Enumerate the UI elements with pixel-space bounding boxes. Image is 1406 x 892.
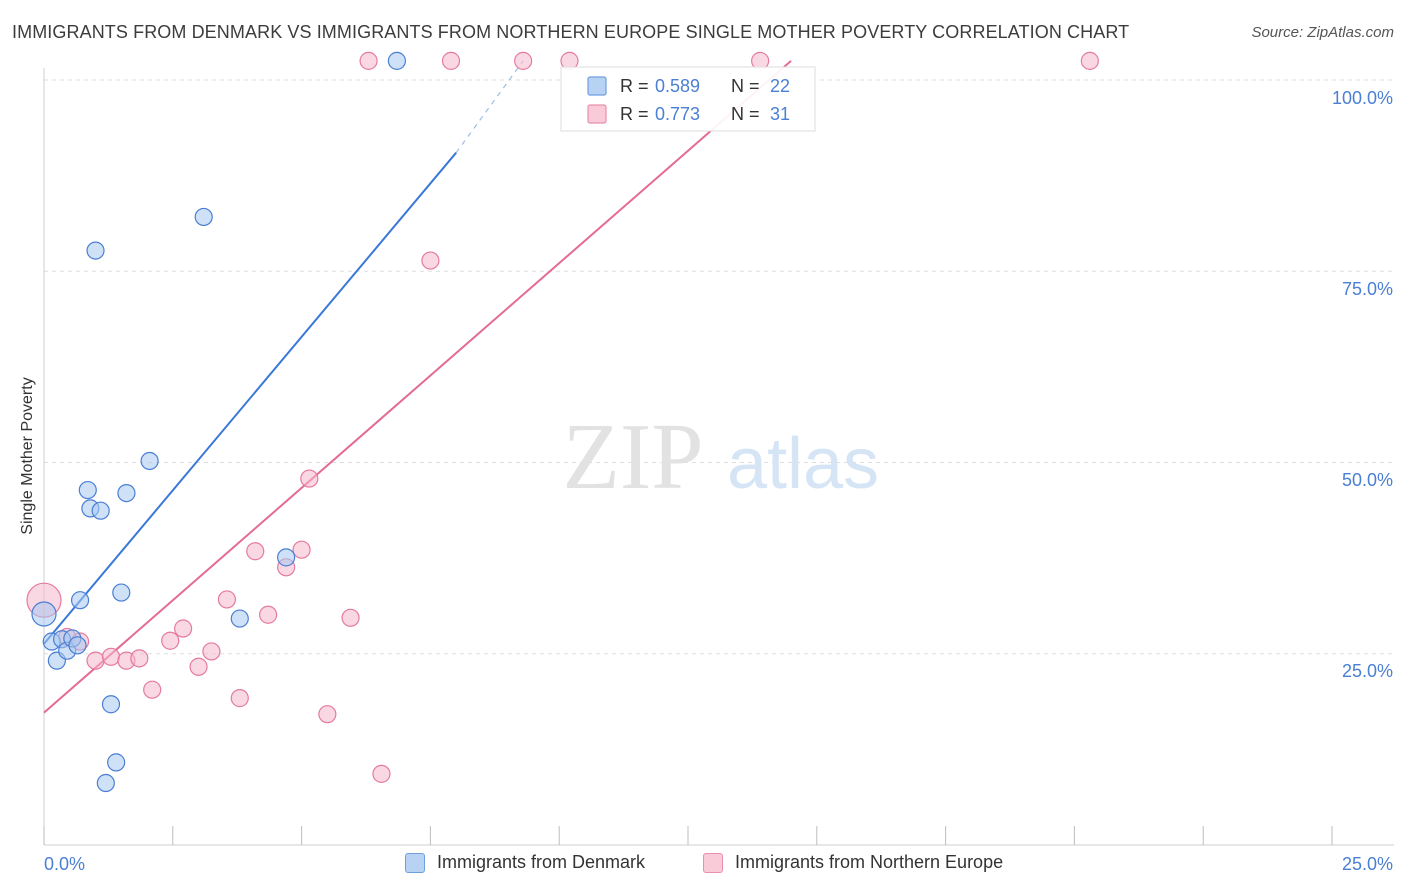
- data-points: [26, 51, 1099, 793]
- blue-point: [230, 609, 249, 628]
- series-legend: Immigrants from Denmark Immigrants from …: [0, 852, 1406, 878]
- pink-point: [217, 590, 236, 609]
- pink-point: [143, 680, 162, 699]
- blue-point: [101, 695, 121, 714]
- pink-point: [189, 657, 208, 676]
- watermark: ZIP atlas: [563, 405, 880, 509]
- legend-item-denmark[interactable]: Immigrants from Denmark: [405, 852, 645, 873]
- pink-point: [1080, 51, 1099, 70]
- pink-point: [101, 647, 121, 666]
- legend-r-value: 0.773: [655, 104, 700, 124]
- y-tick-label: 25.0%: [1342, 661, 1393, 681]
- pink-point: [514, 51, 533, 70]
- pink-point: [174, 619, 193, 638]
- x-tick-label: 0.0%: [44, 854, 85, 874]
- legend-n-label: N =: [731, 76, 760, 96]
- blue-point: [117, 484, 136, 503]
- legend-item-northern-europe[interactable]: Immigrants from Northern Europe: [703, 852, 1003, 873]
- pink-point: [318, 705, 337, 724]
- legend-label-denmark: Immigrants from Denmark: [437, 852, 646, 872]
- blue-point: [277, 548, 296, 567]
- pink-point: [359, 51, 378, 70]
- legend-swatch-blue: [405, 852, 425, 873]
- blue-point: [91, 501, 110, 520]
- legend-label-northern-europe: Immigrants from Northern Europe: [735, 852, 1004, 872]
- blue-point: [86, 241, 105, 260]
- legend-r-label: R =: [620, 76, 649, 96]
- pink-point: [341, 608, 360, 627]
- pink-point: [300, 469, 319, 488]
- legend-swatch-pink: [703, 852, 723, 873]
- pink-point: [86, 651, 105, 670]
- correlation-legend: R = 0.589 N = 22 R = 0.773 N = 31: [560, 66, 816, 132]
- pink-point: [130, 649, 149, 668]
- legend-n-value: 22: [770, 76, 790, 96]
- legend-r-label: R =: [620, 104, 649, 124]
- watermark-atlas: atlas: [727, 424, 879, 504]
- axes: 25.0% 50.0% 75.0% 100.0% 0.0% 25.0%: [43, 68, 1394, 874]
- legend-swatch-pink: [587, 104, 607, 124]
- blue-point: [96, 773, 115, 793]
- pink-point: [421, 251, 440, 270]
- chart-title: IMMIGRANTS FROM DENMARK VS IMMIGRANTS FR…: [12, 22, 1130, 42]
- legend-swatch-blue: [587, 76, 607, 96]
- watermark-zip: ZIP: [563, 405, 704, 509]
- y-tick-label: 100.0%: [1332, 88, 1393, 108]
- y-tick-label: 75.0%: [1342, 279, 1393, 299]
- blue-point: [68, 636, 87, 655]
- pink-point: [372, 764, 391, 783]
- source-label: Source: ZipAtlas.com: [1251, 24, 1394, 41]
- grid-lines: [44, 79, 1394, 655]
- pink-point: [259, 605, 278, 624]
- blue-point: [387, 51, 407, 70]
- blue-point: [112, 583, 131, 602]
- blue-point: [31, 601, 57, 627]
- pink-point: [441, 51, 461, 70]
- blue-point: [194, 207, 213, 227]
- blue-point: [140, 451, 159, 471]
- y-tick-label: 50.0%: [1342, 470, 1393, 490]
- trend-line-denmark: [43, 152, 457, 645]
- pink-point: [161, 631, 180, 650]
- trend-line-northern-europe: [43, 60, 792, 714]
- legend-r-value: 0.589: [655, 76, 700, 96]
- pink-point: [230, 689, 249, 708]
- trend-line-denmark-extension: [455, 60, 524, 154]
- legend-n-value: 31: [770, 104, 790, 124]
- blue-point: [70, 591, 90, 610]
- pink-point: [202, 642, 221, 661]
- legend-n-label: N =: [731, 104, 760, 124]
- trend-lines: [43, 60, 792, 714]
- blue-point: [107, 753, 126, 772]
- pink-point: [292, 540, 311, 559]
- x-tick-label: 25.0%: [1342, 854, 1393, 874]
- pink-point: [246, 542, 265, 561]
- blue-point: [78, 480, 97, 500]
